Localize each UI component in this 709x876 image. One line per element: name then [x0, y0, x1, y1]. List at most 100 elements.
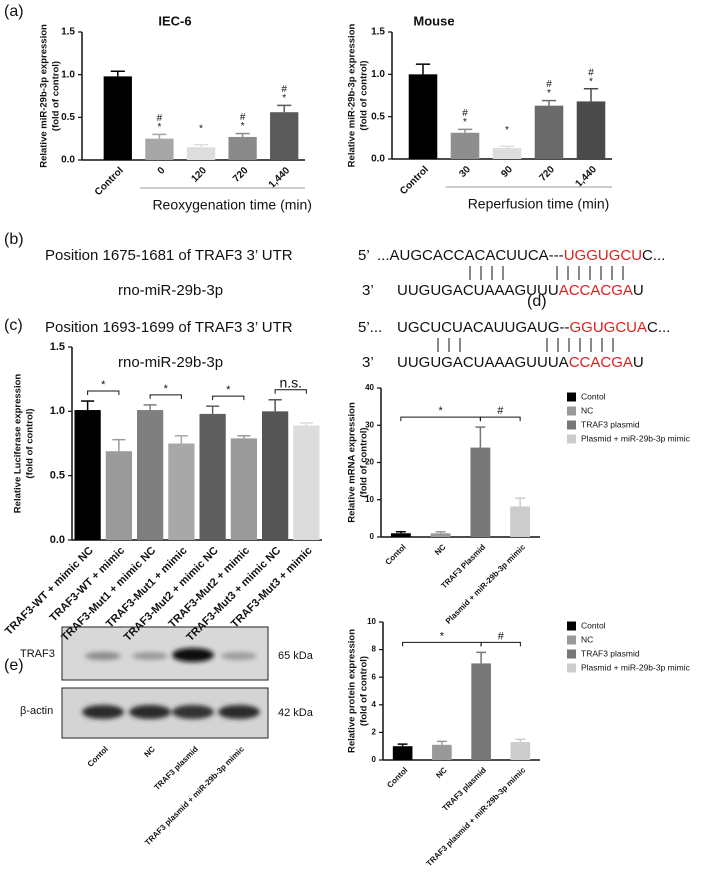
lane-label: TRAF3 plasmid [152, 744, 200, 792]
significance-marker: # [281, 84, 287, 95]
panel-label: (d) [527, 293, 547, 310]
legend-label: Contol [581, 620, 606, 630]
y-tick-label: 40 [365, 383, 374, 392]
comparison-bracket [212, 395, 245, 401]
comparison-label: * [226, 384, 231, 396]
y-axis-label: Relative miR-29b-3p expression [39, 24, 50, 168]
bar [230, 438, 257, 540]
seed-site: ACCACGA [559, 282, 633, 299]
x-tick-label: 1,440 [574, 164, 600, 190]
bar [293, 425, 320, 540]
y-tick-label: 10 [367, 617, 376, 626]
x-tick-label: Control [93, 165, 126, 198]
y-axis-label: Relative miR-29b-3p expression [347, 23, 358, 167]
legend-label: Plasmid + miR-29b-3p mimic [581, 662, 691, 672]
x-tick-label: Control [398, 164, 431, 197]
y-axis-label: (fold of control) [359, 656, 370, 726]
comparison-bracket [402, 641, 482, 647]
significance-marker: # [462, 108, 468, 119]
y-tick-label: 0.5 [61, 112, 75, 123]
comparison-label: * [440, 630, 445, 642]
comparison-label: # [498, 630, 505, 642]
bar [534, 105, 564, 159]
significance-marker: * [282, 93, 286, 104]
x-tick-label: 720 [537, 164, 557, 184]
legend-swatch [567, 420, 576, 430]
bar [228, 136, 257, 160]
y-tick-label: 0 [370, 532, 375, 541]
y-tick-label: 1.5 [61, 27, 75, 38]
y-tick-label: 1.5 [371, 27, 385, 38]
y-axis-label: (fold of control) [359, 427, 370, 497]
legend-label: TRAF3 plasmid [581, 648, 640, 658]
chart-title: IEC-6 [158, 13, 191, 28]
seed-site: GGUGCUA [570, 319, 648, 336]
y-axis-label: (fold of control) [51, 61, 62, 131]
y-tick-label: 20 [365, 458, 374, 467]
y-tick-label: 1.0 [371, 69, 385, 80]
blot-size: 65 kDa [278, 650, 314, 662]
y-tick-label: 1.0 [61, 69, 75, 80]
comparison-label: n.s. [279, 374, 302, 390]
bar [105, 451, 132, 540]
bar [471, 663, 491, 760]
significance-marker: * [547, 88, 551, 99]
bar [432, 744, 452, 760]
comparison-label: # [497, 405, 504, 417]
bar [430, 533, 451, 537]
legend-swatch [567, 392, 576, 402]
significance-marker: # [240, 112, 246, 123]
y-tick-label: 0.5 [50, 470, 65, 482]
significance-marker: * [589, 76, 593, 87]
legend-swatch [567, 663, 576, 673]
position-label: Position 1675-1681 of TRAF3 3’ UTR [45, 247, 293, 264]
bar [199, 413, 226, 540]
legend-swatch [567, 635, 576, 645]
position-label: Position 1693-1699 of TRAF3 3’ UTR [45, 319, 293, 336]
comparison-bracket [87, 390, 120, 396]
y-tick-label: 4 [372, 700, 377, 709]
blot-size: 42 kDa [278, 707, 314, 719]
x-tick-label: 30 [457, 164, 473, 180]
blot-protein: β-actin [20, 705, 53, 717]
comparison-bracket [149, 394, 182, 399]
seq-part: ...AUGCACCACACUUCA--- [377, 247, 564, 264]
mirna-seq: UUGUGACUAAAGUUUACCACGAU [397, 354, 644, 371]
seed-site: UGGUGCU [564, 247, 642, 264]
y-tick-label: 0.0 [371, 154, 385, 165]
significance-marker: # [546, 79, 552, 90]
x-tick-label: Contol [385, 766, 409, 790]
mirna-label: rno-miR-29b-3p [118, 354, 223, 371]
bar [470, 447, 491, 537]
seq-part: U [633, 282, 644, 299]
comparison-label: * [101, 379, 106, 391]
x-tick-label: Plasmid + miR-29b-3p mimic [444, 542, 528, 626]
legend-label: NC [581, 405, 593, 415]
bar [576, 101, 606, 159]
lane-label: NC [142, 744, 157, 759]
panel-label: (e) [4, 657, 24, 674]
significance-marker: * [199, 123, 203, 134]
bar [392, 746, 413, 760]
significance-marker: # [157, 113, 163, 124]
legend-swatch [567, 649, 576, 659]
significance-marker: * [157, 122, 161, 133]
comparison-label: * [164, 383, 169, 395]
seq-part: UGCUCUACAUUGAUG-- [397, 319, 570, 336]
utr-seq: UGCUCUACAUUGAUG--GGUGCUAC... [397, 319, 670, 336]
significance-marker: * [505, 125, 509, 136]
bar [74, 410, 101, 540]
y-axis-label: (fold of control) [25, 408, 36, 478]
seq-part: UUGUGACUAAAGUUU [397, 282, 559, 299]
x-tick-label: 1,440 [267, 165, 293, 191]
bar [510, 506, 531, 537]
bar [186, 147, 216, 160]
legend-label: Contol [581, 391, 606, 401]
bar [145, 138, 174, 160]
mirna-label: rno-miR-29b-3p [118, 282, 223, 299]
seq-end: 3’ [362, 282, 374, 299]
significance-marker: # [588, 67, 594, 78]
y-tick-label: 0.0 [50, 534, 65, 546]
legend-label: TRAF3 plasmid [581, 419, 640, 429]
